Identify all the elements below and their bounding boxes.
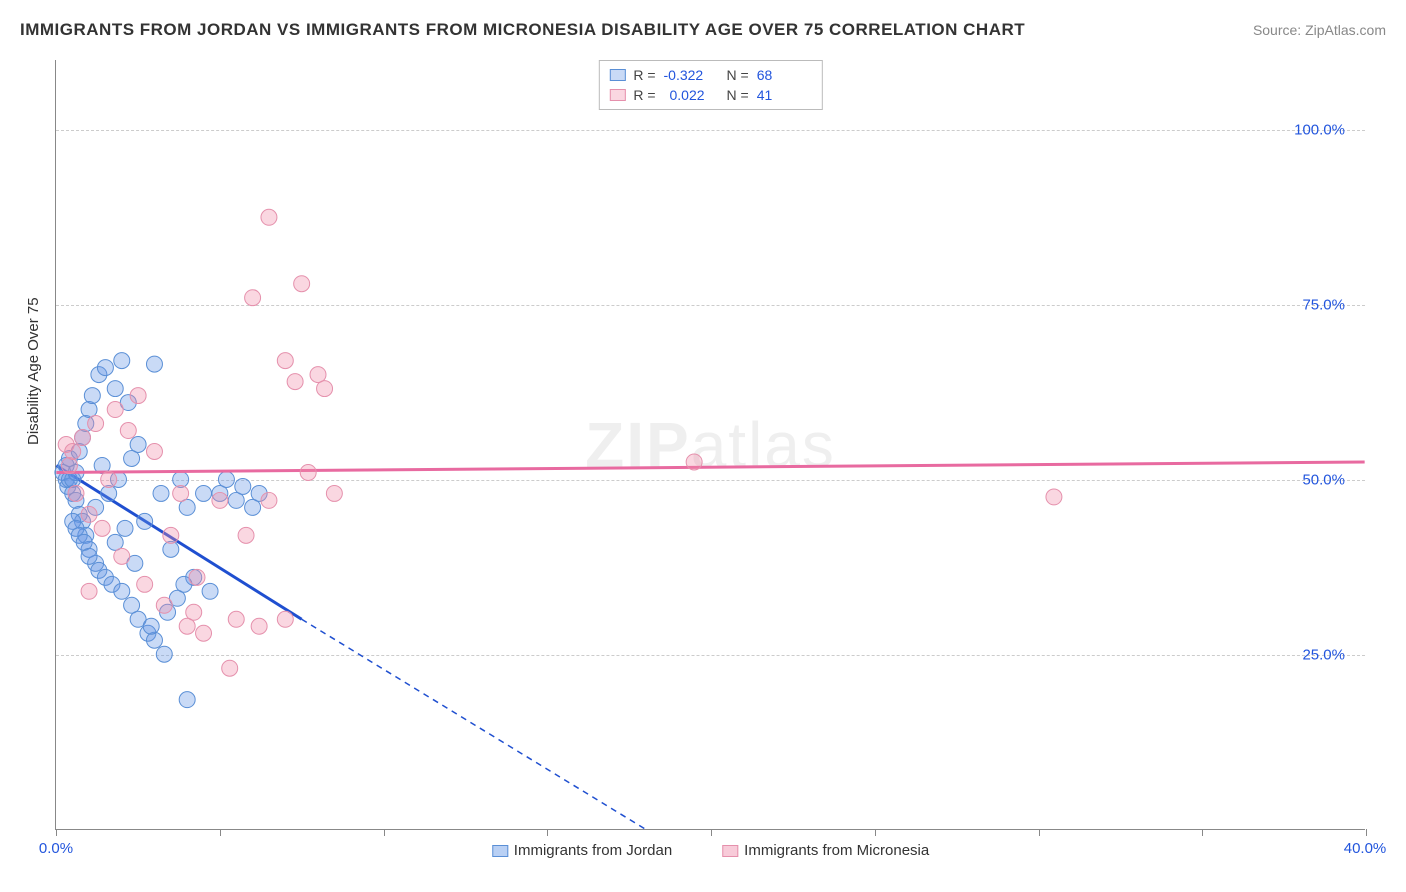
- data-point-micronesia: [156, 597, 172, 613]
- stats-legend: R = -0.322 N = 68 R = 0.022 N = 41: [598, 60, 822, 110]
- data-point-micronesia: [81, 506, 97, 522]
- x-axis-min-label: 0.0%: [39, 840, 73, 857]
- data-point-micronesia: [65, 444, 81, 460]
- stats-row-micronesia: R = 0.022 N = 41: [609, 85, 811, 105]
- data-point-micronesia: [75, 430, 91, 446]
- data-point-micronesia: [137, 576, 153, 592]
- swatch-micronesia: [609, 89, 625, 101]
- data-point-micronesia: [287, 374, 303, 390]
- stats-row-jordan: R = -0.322 N = 68: [609, 65, 811, 85]
- legend-swatch-jordan: [492, 845, 508, 857]
- data-point-micronesia: [88, 416, 104, 432]
- data-point-micronesia: [261, 209, 277, 225]
- x-tick: [384, 829, 385, 836]
- chart-title: IMMIGRANTS FROM JORDAN VS IMMIGRANTS FRO…: [20, 20, 1025, 40]
- data-point-micronesia: [245, 290, 261, 306]
- data-point-micronesia: [146, 444, 162, 460]
- r-value-jordan: -0.322: [664, 67, 719, 83]
- data-point-jordan: [202, 583, 218, 599]
- data-point-jordan: [107, 381, 123, 397]
- r-value-micronesia: 0.022: [664, 87, 719, 103]
- data-point-micronesia: [81, 583, 97, 599]
- x-tick: [1039, 829, 1040, 836]
- data-point-jordan: [81, 548, 97, 564]
- y-tick-label: 100.0%: [1294, 122, 1345, 139]
- data-point-micronesia: [294, 276, 310, 292]
- data-point-jordan: [146, 632, 162, 648]
- legend-swatch-micronesia: [722, 845, 738, 857]
- x-tick: [875, 829, 876, 836]
- data-point-jordan: [114, 353, 130, 369]
- n-value-jordan: 68: [757, 67, 812, 83]
- data-point-micronesia: [120, 423, 136, 439]
- data-point-jordan: [137, 513, 153, 529]
- data-point-micronesia: [261, 492, 277, 508]
- x-tick: [1202, 829, 1203, 836]
- n-value-micronesia: 41: [757, 87, 812, 103]
- y-tick-label: 50.0%: [1302, 472, 1345, 489]
- x-tick: [711, 829, 712, 836]
- data-point-jordan: [146, 356, 162, 372]
- data-point-micronesia: [1046, 489, 1062, 505]
- data-point-jordan: [179, 692, 195, 708]
- chart-svg: [56, 60, 1365, 829]
- y-tick-label: 25.0%: [1302, 647, 1345, 664]
- data-point-jordan: [114, 583, 130, 599]
- data-point-jordan: [196, 485, 212, 501]
- x-tick: [1366, 829, 1367, 836]
- data-point-micronesia: [101, 471, 117, 487]
- x-tick: [56, 829, 57, 836]
- data-point-micronesia: [94, 520, 110, 536]
- data-point-micronesia: [277, 611, 293, 627]
- bottom-legend: Immigrants from Jordan Immigrants from M…: [492, 842, 929, 859]
- data-point-jordan: [143, 618, 159, 634]
- regression-line-micronesia: [56, 462, 1364, 472]
- data-point-jordan: [235, 478, 251, 494]
- y-tick-label: 75.0%: [1302, 297, 1345, 314]
- data-point-micronesia: [114, 548, 130, 564]
- legend-item-jordan: Immigrants from Jordan: [492, 842, 672, 859]
- data-point-micronesia: [196, 625, 212, 641]
- legend-item-micronesia: Immigrants from Micronesia: [722, 842, 929, 859]
- data-point-jordan: [156, 646, 172, 662]
- data-point-micronesia: [326, 485, 342, 501]
- data-point-jordan: [124, 450, 140, 466]
- data-point-micronesia: [212, 492, 228, 508]
- source-label: Source: ZipAtlas.com: [1253, 22, 1386, 38]
- legend-label-micronesia: Immigrants from Micronesia: [744, 842, 929, 859]
- data-point-micronesia: [173, 485, 189, 501]
- data-point-micronesia: [186, 604, 202, 620]
- data-point-micronesia: [107, 402, 123, 418]
- data-point-micronesia: [222, 660, 238, 676]
- data-point-micronesia: [189, 569, 205, 585]
- data-point-micronesia: [61, 457, 77, 473]
- data-point-micronesia: [163, 527, 179, 543]
- legend-label-jordan: Immigrants from Jordan: [514, 842, 672, 859]
- x-tick: [220, 829, 221, 836]
- data-point-jordan: [84, 388, 100, 404]
- data-point-jordan: [153, 485, 169, 501]
- x-axis-max-label: 40.0%: [1344, 840, 1387, 857]
- swatch-jordan: [609, 69, 625, 81]
- data-point-micronesia: [238, 527, 254, 543]
- data-point-micronesia: [251, 618, 267, 634]
- data-point-micronesia: [317, 381, 333, 397]
- data-point-micronesia: [686, 454, 702, 470]
- data-point-micronesia: [228, 611, 244, 627]
- data-point-jordan: [97, 360, 113, 376]
- plot-area: ZIPatlas R = -0.322 N = 68 R = 0.022 N =…: [55, 60, 1365, 830]
- x-tick: [547, 829, 548, 836]
- data-point-micronesia: [300, 464, 316, 480]
- y-axis-label: Disability Age Over 75: [25, 297, 42, 445]
- data-point-micronesia: [130, 388, 146, 404]
- data-point-jordan: [117, 520, 133, 536]
- regression-line-dashed-jordan: [302, 619, 645, 829]
- data-point-jordan: [218, 471, 234, 487]
- chart-container: IMMIGRANTS FROM JORDAN VS IMMIGRANTS FRO…: [0, 0, 1406, 892]
- data-point-micronesia: [68, 485, 84, 501]
- data-point-micronesia: [277, 353, 293, 369]
